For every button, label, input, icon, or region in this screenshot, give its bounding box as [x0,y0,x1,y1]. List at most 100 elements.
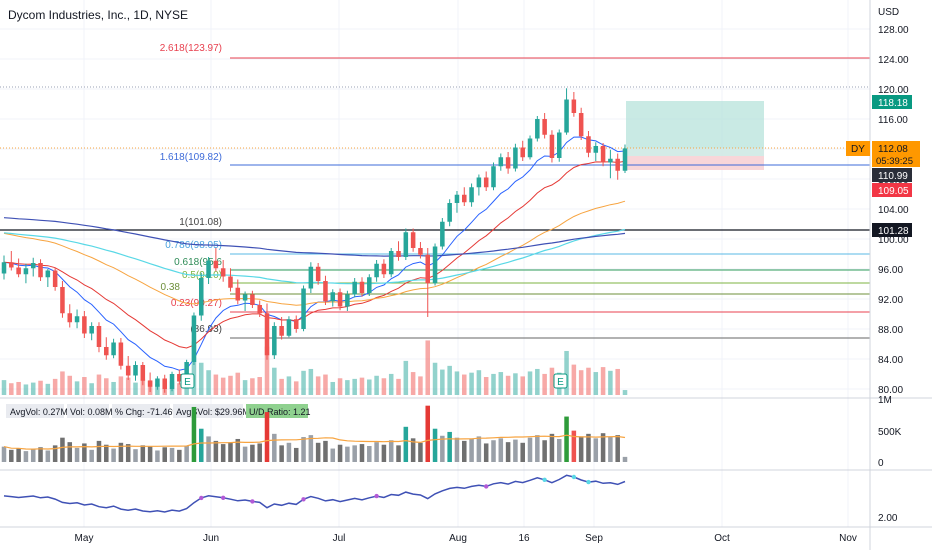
fibonacci-extension[interactable]: 2.618(123.97) 1.618(109.82) 1(101.08) 0.… [160,43,870,339]
earnings-marker-label: E [557,377,564,388]
earnings-marker-box [553,373,568,389]
volume-histogram-bar [74,447,80,462]
fib-label-1618: 1.618(109.82) [160,152,222,163]
volume-bar [564,350,569,395]
candle-body [388,251,394,275]
volume-bar [293,381,299,395]
candle-body [82,316,87,334]
volume-bar [198,362,204,395]
candle-body [527,138,533,158]
volume-histogram-bar [556,438,562,462]
volume-bar [220,377,226,395]
candle-body [162,378,167,389]
volume-bar [447,365,452,395]
candle-body [622,148,628,171]
volume-bar [67,375,73,395]
volume-bar [491,373,496,395]
candle-body [418,248,423,255]
volume-histogram-bar [483,443,489,462]
volume-histogram-bar [30,449,36,462]
volume-bar [140,378,146,395]
volume-histogram-bar [440,435,445,462]
candle-body [118,342,124,366]
volume-bar [425,340,431,395]
horizontal-line-tag: 101.28 [872,223,912,237]
volume-histogram-bar [527,437,533,462]
volume-bar [462,374,467,395]
volume-histogram-bar [147,446,153,462]
volume-bar [600,367,606,395]
time-axis[interactable]: May Jun Jul Aug 16 Sep Oct Nov [75,533,857,544]
volume-histogram-bar [520,442,525,462]
volume-histogram-bar [388,440,394,462]
volume-histogram-bar [586,433,591,462]
target-tag-box [872,95,912,109]
volume-histogram-bar [381,444,387,462]
candle-body [23,268,29,275]
volume-histogram-bar [133,449,138,462]
candle-body [491,166,496,188]
candle-body [593,146,599,153]
stat-ud-ratio: U/D Ratio: 1.21 [249,407,311,417]
volume-histogram-bar [213,440,219,462]
volume-bar [206,370,211,395]
volume-histogram-bar [615,435,620,462]
stop-zone[interactable] [626,156,764,170]
candle-body [257,305,262,314]
stat-box [246,404,308,418]
target-price-tag: 118.18 [872,95,912,109]
price-axis[interactable]: 128.00124.00120.00116.00112.00108.00104.… [878,25,909,396]
candle-body [359,281,365,293]
volume-bar [440,369,445,395]
candle-body [264,313,270,356]
fib-label-1: 1(101.08) [179,217,222,228]
volume-axis-label: 0 [878,458,884,469]
volume-bar [301,370,306,395]
volume-bar [454,371,460,395]
average-volume-line [3,434,626,450]
candle-body [89,326,94,334]
ma-50-line [3,200,626,306]
earnings-marker[interactable]: E [180,373,195,389]
candle-body [235,287,241,301]
candle-body [52,270,58,287]
time-axis-label: Aug [449,533,467,544]
moving-averages [3,136,626,371]
indicator-axis-label: 2.00 [878,513,898,524]
volume-bar [410,372,416,395]
volume-histogram-bar [104,444,109,462]
volume-histogram-bar [542,440,547,462]
volume-histogram-bar [330,448,336,462]
candle-body [542,119,547,135]
price-axis-label: 124.00 [878,55,909,66]
volume-histogram-bar [177,449,182,462]
target-tag-text: 118.18 [878,98,908,109]
candle-body [352,281,357,295]
volume-histogram-bar [140,445,146,462]
volume-histogram-bar [125,444,131,462]
price-axis-label: 80.00 [878,385,903,396]
volume-bar [388,373,394,395]
time-axis-label: Jun [203,533,219,544]
candle-body [330,292,336,302]
volume-bar [469,372,474,395]
volume-histogram-bar [374,442,379,462]
volume-histogram-bar [491,440,496,462]
rs-dot [374,493,379,499]
rs-dot [586,479,591,485]
volume-bar [513,373,518,395]
volume-bar [535,368,540,395]
earnings-marker[interactable]: E [553,373,568,389]
volume-bar [257,377,262,395]
volume-bar [337,378,343,395]
volume-histogram-bar [228,442,233,462]
volume-bar [323,374,328,395]
volume-histogram-bar [1,446,7,462]
volume-histogram-bar [578,436,584,462]
position-entry-zone [626,148,764,156]
target-zone[interactable] [626,101,764,148]
candle-body [279,326,284,336]
volume-histogram-bar [403,426,409,462]
candle-body [272,326,277,356]
